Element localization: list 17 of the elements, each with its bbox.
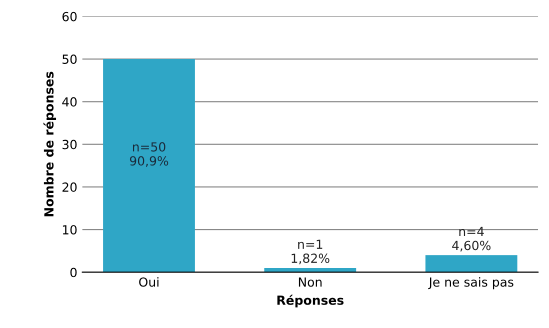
x-tick-label: Oui <box>139 277 158 287</box>
y-tick-label: 10 <box>62 225 77 235</box>
x-tick-label: Je ne sais pas <box>428 277 514 290</box>
data-label: n=1 1,82% <box>292 240 330 264</box>
bar <box>425 255 518 272</box>
y-tick-label: 40 <box>62 97 77 107</box>
data-label: n=4 4,60% <box>452 226 491 252</box>
y-tick-label: 30 <box>62 140 77 150</box>
y-tick-label: 60 <box>62 12 77 22</box>
y-tick-label: 20 <box>62 182 77 192</box>
y-axis-title: Nombre de réponses <box>43 72 56 216</box>
y-tick-label: 0 <box>70 268 77 278</box>
x-axis-title: Réponses <box>277 294 344 308</box>
data-label: n=50 90,9% <box>130 142 168 167</box>
y-tick-label: 50 <box>62 54 77 64</box>
x-tick-label: Non <box>298 277 322 287</box>
bar <box>103 59 195 272</box>
